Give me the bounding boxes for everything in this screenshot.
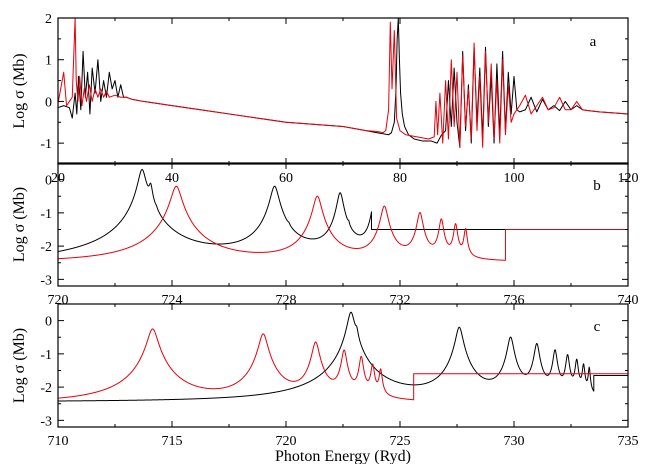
y-tick-label: -3 (40, 273, 52, 288)
plot-frame (57, 303, 629, 428)
x-tick-label: 100 (504, 171, 525, 186)
series-line-1 (58, 18, 628, 148)
x-tick-label: 735 (618, 434, 639, 449)
plot-frame (57, 162, 629, 287)
panel-letter: b (593, 178, 601, 194)
series-line-1 (58, 185, 628, 261)
y-tick-label: 1 (45, 54, 52, 69)
series-line-0 (58, 18, 628, 148)
y-tick-label: 0 (45, 174, 52, 189)
y-tick-label: 0 (45, 315, 52, 330)
panel-c: 710 715 720 725 730 735 -3 -2 -1 0 Log σ (Mb) Photo… (11, 303, 639, 464)
y-tick-label: -3 (40, 414, 52, 429)
y-tick-label: -1 (40, 207, 52, 222)
x-tick-label: 720 (276, 434, 297, 449)
x-tick-label: 40 (165, 171, 179, 186)
y-tick-label: -2 (40, 240, 52, 255)
series-line-0 (58, 311, 628, 402)
series-group (58, 169, 628, 261)
y-axis-label: Log σ (Mb) (11, 328, 28, 403)
y-axis-label: Log σ (Mb) (11, 187, 28, 262)
panel-letter: a (590, 34, 597, 50)
y-axis-label: Log σ (Mb) (11, 53, 28, 128)
x-tick-label: 730 (504, 434, 525, 449)
panel-letter: c (594, 319, 601, 335)
y-tick-label: 2 (45, 12, 52, 27)
series-group (58, 18, 628, 148)
x-tick-label: 715 (162, 434, 183, 449)
y-tick-label: -1 (40, 137, 52, 152)
series-line-0 (58, 169, 628, 253)
plot-frame (57, 17, 629, 165)
y-tick-label: -1 (40, 348, 52, 363)
x-tick-label: 80 (393, 171, 407, 186)
y-tick-label: 0 (45, 95, 52, 110)
series-group (58, 311, 628, 402)
x-axis-label: Photon Energy (Ryd) (275, 448, 411, 464)
x-tick-label: 60 (279, 171, 293, 186)
series-line-1 (58, 328, 628, 401)
x-tick-label: 710 (48, 434, 69, 449)
y-tick-label: -2 (40, 381, 52, 396)
x-tick-label: 725 (390, 434, 411, 449)
